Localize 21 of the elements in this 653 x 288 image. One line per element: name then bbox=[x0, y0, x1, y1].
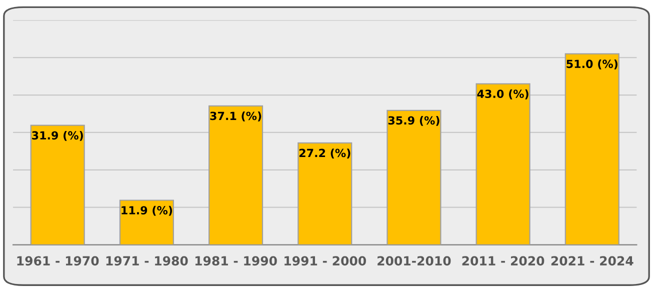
bar bbox=[476, 83, 530, 245]
data-label: 37.1 (%) bbox=[210, 112, 262, 122]
x-tick-label: 2011 - 2020 bbox=[462, 256, 544, 266]
x-tick-label: 1971 - 1980 bbox=[106, 256, 188, 266]
data-label: 31.9 (%) bbox=[32, 130, 83, 141]
data-label: 35.9 (%) bbox=[388, 116, 440, 126]
bar bbox=[298, 142, 352, 245]
data-label: 43.0 (%) bbox=[477, 89, 528, 100]
x-tick-label: 2021 - 2024 bbox=[551, 256, 634, 266]
x-tick-label: 1961 - 1970 bbox=[17, 256, 99, 266]
x-tick-label: 2001-2010 bbox=[378, 256, 451, 266]
bar bbox=[564, 53, 620, 245]
data-label: 51.0 (%) bbox=[566, 59, 618, 70]
data-label: 27.2 (%) bbox=[299, 148, 350, 158]
x-tick-label: 1981 - 1990 bbox=[195, 256, 277, 266]
bar bbox=[386, 110, 442, 245]
bar bbox=[119, 200, 174, 245]
x-tick-label: 1991 - 2000 bbox=[284, 256, 366, 266]
bar bbox=[208, 105, 264, 245]
data-label: 11.9 (%) bbox=[122, 206, 172, 216]
bar bbox=[30, 124, 85, 245]
